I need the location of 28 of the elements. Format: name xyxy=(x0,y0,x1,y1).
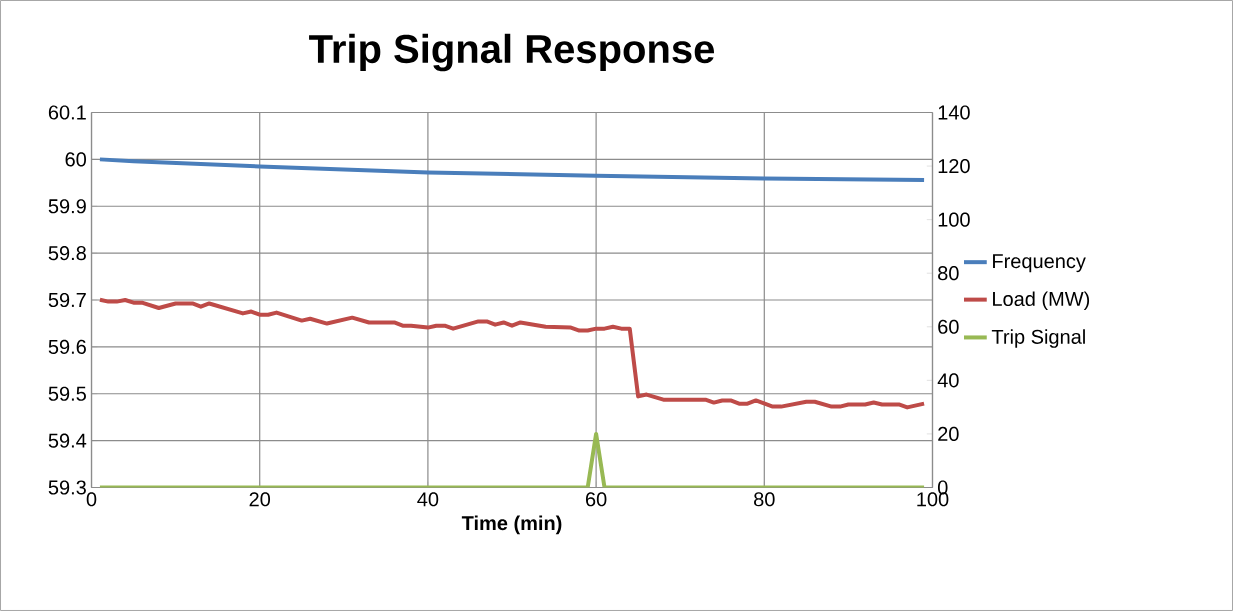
legend-label: Frequency xyxy=(993,254,1086,273)
y2-tick-label: 60 xyxy=(938,319,959,334)
y-tick-label: 60.1 xyxy=(48,105,86,120)
y2-tick-label: 140 xyxy=(938,105,970,120)
y2-tick-label: 80 xyxy=(938,266,959,281)
legend-label: Trip Signal xyxy=(991,329,1085,348)
y-tick-label: 59.6 xyxy=(48,339,86,354)
y-tick-label: 59.7 xyxy=(48,292,86,308)
line-series xyxy=(97,297,927,410)
y-tick-label: 59.8 xyxy=(48,246,86,261)
y2-tick-label: 40 xyxy=(937,373,959,388)
y-tick-label: 60 xyxy=(65,152,87,167)
line-series xyxy=(97,157,927,182)
chart-title: Trip Signal Response xyxy=(309,33,715,72)
x-tick-label: 60 xyxy=(586,492,607,507)
y-tick-label: 59.5 xyxy=(48,386,86,401)
y-tick-label: 59.3 xyxy=(48,480,86,495)
y2-tick-label: 20 xyxy=(938,426,959,441)
y-tick-label: 59.9 xyxy=(48,199,86,214)
x-tick-label: 20 xyxy=(249,492,271,507)
y2-tick-label: 100 xyxy=(938,212,970,227)
y-tick-label: 59.4 xyxy=(48,433,87,448)
legend-label: Load (MW) xyxy=(993,291,1090,311)
x-tick-label: 40 xyxy=(417,492,439,507)
x-axis-title: Time (min) xyxy=(461,515,562,535)
y2-tick-label: 120 xyxy=(938,158,970,174)
x-tick-label: 0 xyxy=(86,492,97,507)
x-tick-label: 80 xyxy=(754,492,775,507)
